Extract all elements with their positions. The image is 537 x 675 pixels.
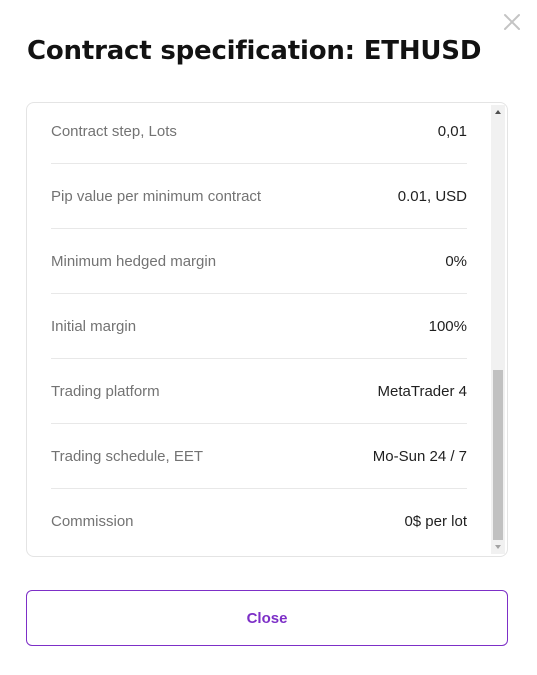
scrollbar-thumb[interactable] <box>493 370 503 540</box>
spec-row-label: Minimum hedged margin <box>51 252 217 270</box>
scroll-up-arrow-icon[interactable] <box>491 105 505 119</box>
spec-row-value: MetaTrader 4 <box>377 382 467 400</box>
spec-row-label: Trading schedule, EET <box>51 447 204 465</box>
spec-row-value: 0,01 <box>437 122 467 140</box>
scroll-down-arrow-icon[interactable] <box>491 540 505 554</box>
spec-row: Trading platform MetaTrader 4 <box>51 359 467 424</box>
spec-row-label: Initial margin <box>51 317 137 335</box>
spec-row-value: 100% <box>428 317 467 335</box>
spec-row-value: Mo-Sun 24 / 7 <box>372 447 467 465</box>
spec-row-label: Pip value per minimum contract <box>51 187 262 205</box>
close-button[interactable]: Close <box>26 590 508 646</box>
spec-row-label: Trading platform <box>51 382 160 400</box>
spec-row-value: 0% <box>445 252 467 270</box>
spec-row-label: Commission <box>51 512 134 530</box>
spec-table[interactable]: Contract step, Lots 0,01 Pip value per m… <box>26 102 508 557</box>
modal-title: Contract specification: ETHUSD <box>27 36 482 66</box>
spec-row: Minimum hedged margin 0% <box>51 229 467 294</box>
spec-row-label: Contract step, Lots <box>51 122 177 140</box>
spec-row: Pip value per minimum contract 0.01, USD <box>51 164 467 229</box>
spec-row-value: 0$ per lot <box>404 512 467 530</box>
spec-rows: Contract step, Lots 0,01 Pip value per m… <box>51 103 467 553</box>
spec-row: Initial margin 100% <box>51 294 467 359</box>
spec-row: Commission 0$ per lot <box>51 489 467 553</box>
spec-row-value: 0.01, USD <box>397 187 467 205</box>
scrollbar[interactable] <box>491 105 505 554</box>
spec-row: Trading schedule, EET Mo-Sun 24 / 7 <box>51 424 467 489</box>
close-icon[interactable] <box>500 10 524 34</box>
spec-row: Contract step, Lots 0,01 <box>51 103 467 164</box>
